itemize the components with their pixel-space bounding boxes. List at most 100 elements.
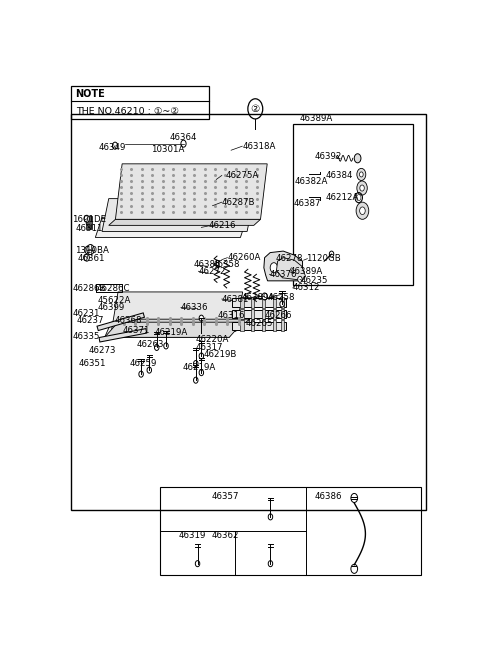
Circle shape xyxy=(193,377,198,383)
Circle shape xyxy=(84,254,89,261)
Text: 45622A: 45622A xyxy=(97,295,131,305)
Circle shape xyxy=(356,202,369,219)
Polygon shape xyxy=(118,319,249,326)
Text: 46266: 46266 xyxy=(264,311,292,320)
Text: 46259: 46259 xyxy=(130,358,157,367)
Text: 46219A: 46219A xyxy=(155,328,188,337)
Bar xyxy=(86,216,92,229)
Bar xyxy=(262,320,265,331)
Circle shape xyxy=(357,181,367,195)
Text: 46389A: 46389A xyxy=(300,115,333,123)
Bar xyxy=(160,487,421,575)
Circle shape xyxy=(199,315,204,321)
Text: 46364: 46364 xyxy=(170,133,197,142)
Text: 46312: 46312 xyxy=(292,284,320,292)
Polygon shape xyxy=(276,257,305,280)
Circle shape xyxy=(357,168,366,181)
Polygon shape xyxy=(264,251,302,281)
Text: 46384: 46384 xyxy=(326,171,353,180)
Text: 46273: 46273 xyxy=(89,346,117,355)
Text: 46357: 46357 xyxy=(212,492,240,500)
Circle shape xyxy=(351,493,358,502)
Circle shape xyxy=(181,140,186,147)
Circle shape xyxy=(193,360,198,367)
Polygon shape xyxy=(102,198,254,231)
Text: 46316: 46316 xyxy=(217,311,245,320)
Bar xyxy=(273,320,276,331)
Text: 10301A: 10301A xyxy=(151,145,184,154)
Bar xyxy=(232,322,286,329)
Text: 46318A: 46318A xyxy=(242,141,276,151)
Bar xyxy=(273,309,276,320)
Text: 46263: 46263 xyxy=(136,341,164,349)
Circle shape xyxy=(270,263,277,272)
Text: 46311: 46311 xyxy=(76,224,103,233)
Polygon shape xyxy=(111,292,243,331)
Text: ②: ② xyxy=(251,104,260,114)
Bar xyxy=(273,297,276,308)
Text: NOTE: NOTE xyxy=(76,88,106,99)
Text: 46389A: 46389A xyxy=(289,267,323,276)
Text: 46272: 46272 xyxy=(198,267,226,276)
Text: 46235: 46235 xyxy=(301,276,328,285)
Text: 46349: 46349 xyxy=(99,143,126,152)
Text: 46286C: 46286C xyxy=(96,284,130,293)
Text: 1310BA: 1310BA xyxy=(75,246,109,255)
Text: 46385: 46385 xyxy=(194,259,221,269)
Bar xyxy=(281,309,284,320)
Bar xyxy=(251,320,254,331)
Circle shape xyxy=(268,514,273,520)
Text: 46265: 46265 xyxy=(245,319,273,328)
Circle shape xyxy=(298,276,302,282)
Text: 46336: 46336 xyxy=(181,303,208,312)
Text: 46287B: 46287B xyxy=(222,198,255,207)
Text: 46389A: 46389A xyxy=(241,293,275,303)
Text: 46361: 46361 xyxy=(78,254,105,263)
Text: 1120GB: 1120GB xyxy=(306,254,341,263)
Text: 46392: 46392 xyxy=(315,152,342,161)
Bar xyxy=(232,310,286,318)
Polygon shape xyxy=(96,217,247,238)
Circle shape xyxy=(360,207,365,215)
Bar xyxy=(281,297,284,308)
Circle shape xyxy=(139,371,144,377)
Bar xyxy=(232,299,286,307)
Polygon shape xyxy=(105,322,236,337)
Text: THE NO.46210 : ①~②: THE NO.46210 : ①~② xyxy=(76,107,179,116)
Bar xyxy=(281,320,284,331)
Text: 46376: 46376 xyxy=(269,270,297,279)
Text: 46286B: 46286B xyxy=(72,284,106,293)
Text: 46362: 46362 xyxy=(212,531,240,540)
Bar xyxy=(251,297,254,308)
Polygon shape xyxy=(109,219,261,225)
Circle shape xyxy=(351,565,358,573)
Text: 46317: 46317 xyxy=(196,343,223,352)
Circle shape xyxy=(85,246,91,254)
Circle shape xyxy=(112,142,118,149)
Bar xyxy=(251,309,254,320)
Text: 46275A: 46275A xyxy=(226,171,259,180)
Circle shape xyxy=(87,244,94,255)
Polygon shape xyxy=(115,164,267,219)
Circle shape xyxy=(155,345,159,350)
Bar xyxy=(240,320,243,331)
Circle shape xyxy=(354,154,361,163)
Circle shape xyxy=(280,301,284,307)
Text: 46237: 46237 xyxy=(76,316,104,325)
Text: 46216: 46216 xyxy=(209,221,236,231)
Text: 46371: 46371 xyxy=(122,326,150,335)
Circle shape xyxy=(268,561,273,567)
Text: 46258: 46258 xyxy=(267,293,295,303)
Text: 46260A: 46260A xyxy=(228,253,261,262)
Circle shape xyxy=(293,266,299,274)
Bar xyxy=(262,297,265,308)
Circle shape xyxy=(360,185,364,191)
Bar xyxy=(292,124,413,286)
Circle shape xyxy=(195,561,200,567)
Circle shape xyxy=(199,369,204,376)
Circle shape xyxy=(282,259,290,269)
Polygon shape xyxy=(105,322,243,337)
Text: 46212A: 46212A xyxy=(326,193,360,202)
Bar xyxy=(71,114,426,510)
Text: 46219A: 46219A xyxy=(183,363,216,371)
